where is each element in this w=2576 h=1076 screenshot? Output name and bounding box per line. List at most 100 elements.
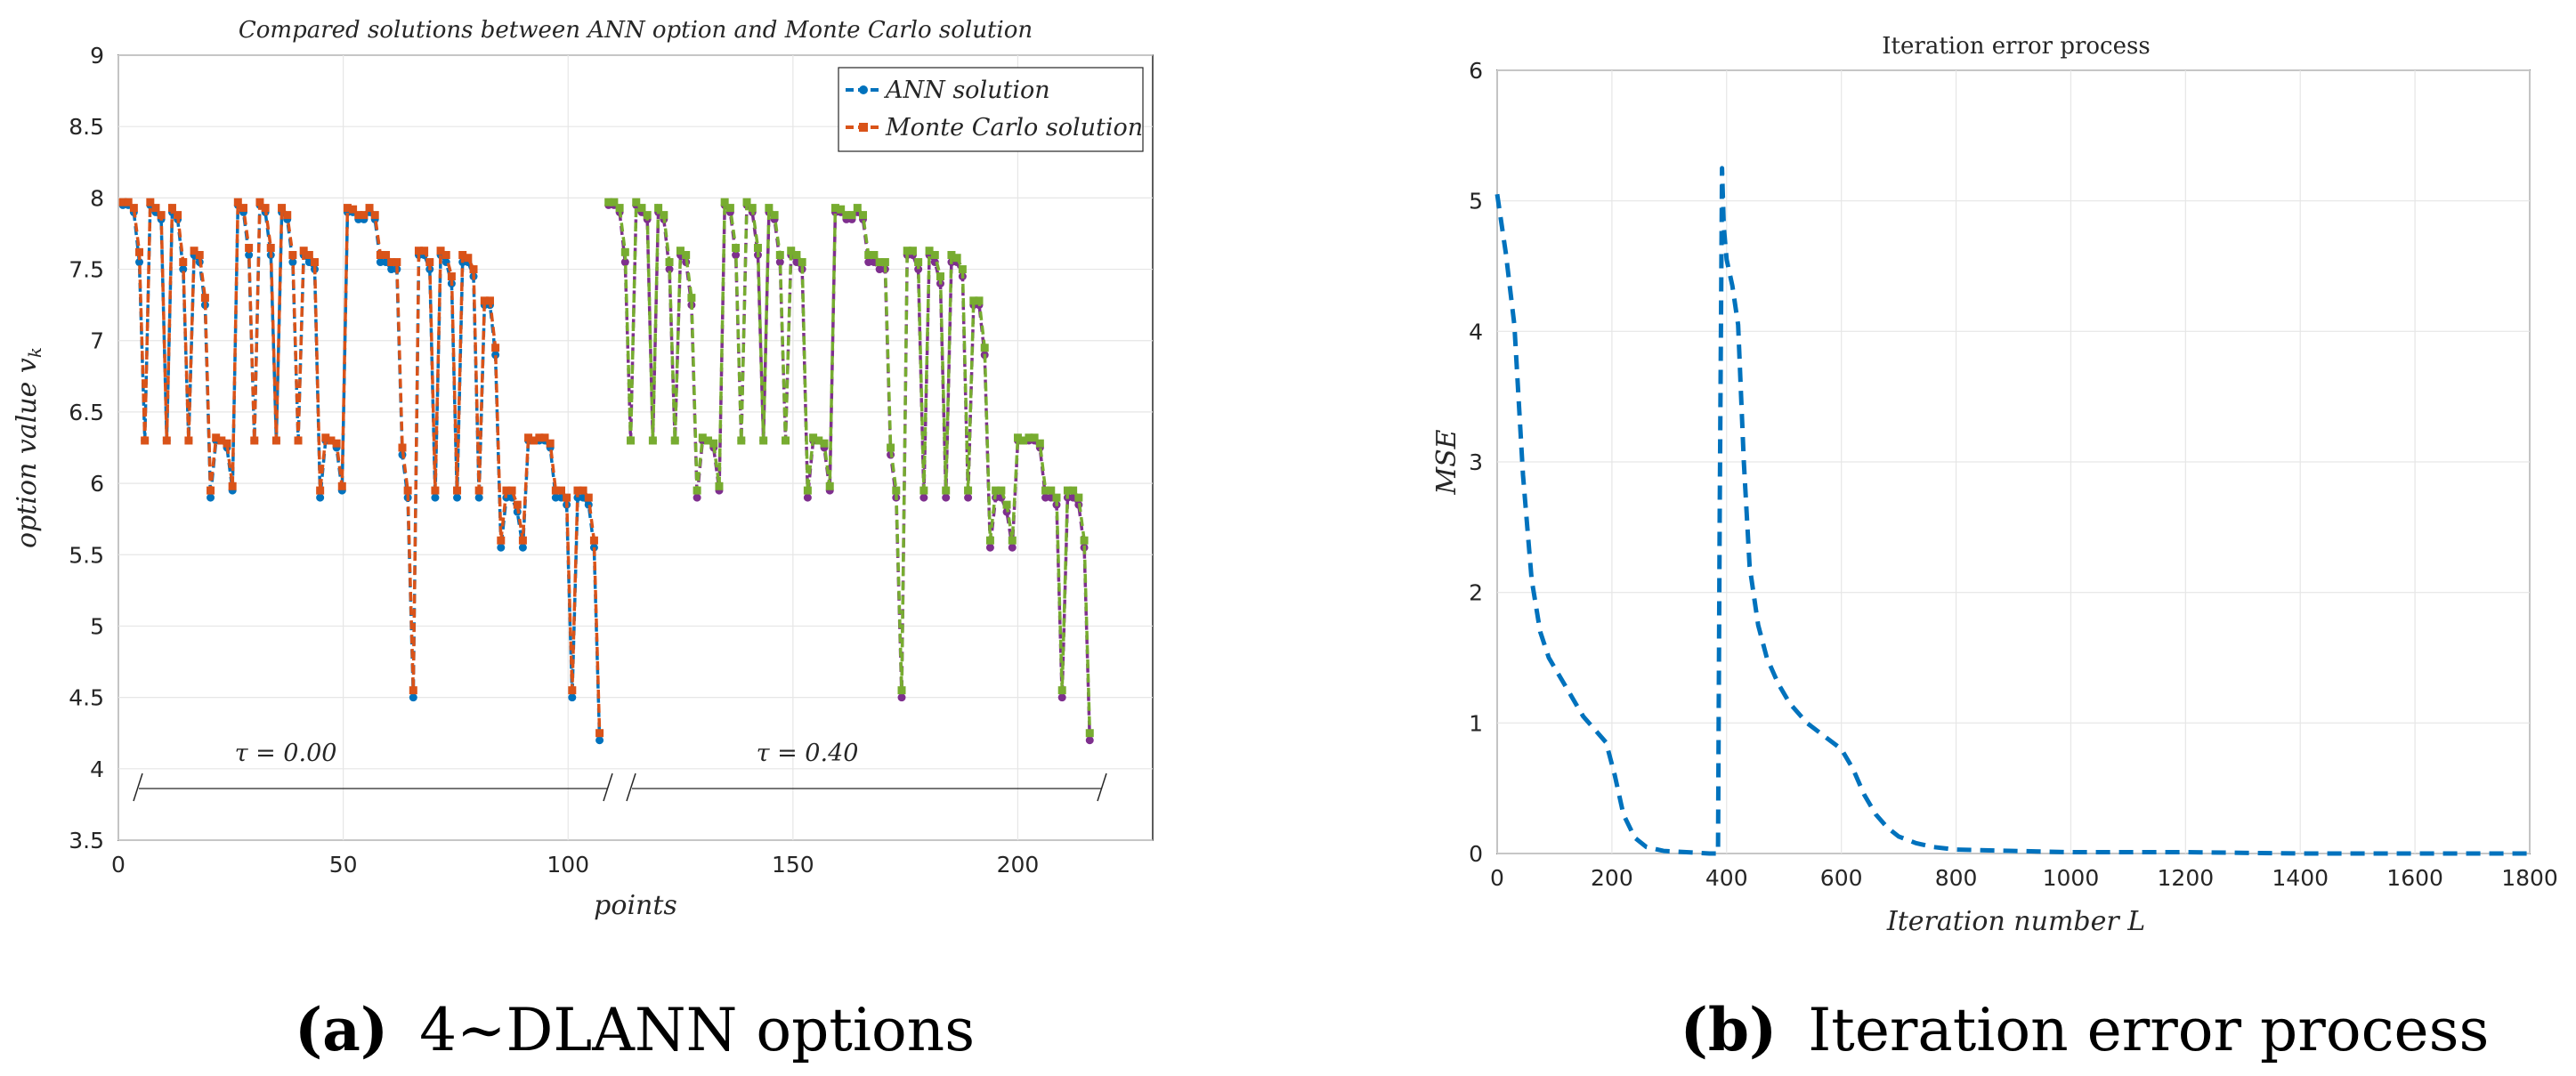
mc-point xyxy=(715,481,724,490)
mc-point xyxy=(316,486,325,495)
mc-point xyxy=(775,251,784,260)
x-tick-label: 0 xyxy=(1490,865,1504,891)
mc-point xyxy=(179,258,188,267)
y-tick-label: 6.5 xyxy=(69,400,104,425)
y-tick-label: 5.5 xyxy=(69,542,104,568)
mc-point xyxy=(753,243,762,252)
mc-point xyxy=(370,211,379,220)
caption-b-text: Iteration error process xyxy=(1808,996,2489,1064)
mc-point xyxy=(997,486,1006,495)
legend-ann-marker xyxy=(859,85,868,94)
mc-point xyxy=(398,443,407,452)
mc-point xyxy=(887,443,895,452)
ann-point xyxy=(864,258,873,267)
mc-point xyxy=(118,198,127,206)
mc-point xyxy=(892,486,901,495)
mse-line xyxy=(1495,166,2530,856)
mc-point xyxy=(985,536,994,545)
y-tick-label: 8.5 xyxy=(69,114,104,140)
mc-point xyxy=(637,204,646,213)
mc-point xyxy=(770,211,779,220)
mc-point xyxy=(809,433,818,442)
ann-point xyxy=(551,493,560,502)
mc-point xyxy=(870,251,879,260)
ann-point xyxy=(135,258,144,267)
mc-point xyxy=(441,251,450,260)
x-tick-label: 1400 xyxy=(2272,865,2329,891)
ann-point xyxy=(665,265,674,274)
ann-point xyxy=(453,493,462,502)
mc-point xyxy=(321,433,330,442)
ann-point xyxy=(1008,543,1017,552)
mc-point xyxy=(530,436,539,445)
mc-point xyxy=(676,247,685,255)
ann-point xyxy=(919,493,928,502)
ann-point xyxy=(1041,493,1050,502)
y-tick-label: 1 xyxy=(1469,710,1483,736)
mc-point xyxy=(632,198,641,206)
ann-point xyxy=(207,493,215,502)
chart-a-xlabel: points xyxy=(594,890,677,921)
chart-a-axes-box xyxy=(117,54,1154,841)
mc-point xyxy=(737,436,746,445)
svg-text:(b) Iteration error proc: (b) Iteration error process xyxy=(1681,995,2490,1064)
mc-point xyxy=(919,486,928,495)
mc-point xyxy=(1019,436,1028,445)
ann-point xyxy=(1085,736,1094,745)
mc-point xyxy=(765,204,774,213)
mc-point xyxy=(742,198,751,206)
mc-point xyxy=(299,247,308,255)
mc-point xyxy=(952,254,961,263)
mc-point xyxy=(875,258,884,267)
chart-a-title: Compared solutions between ANN option an… xyxy=(239,17,1033,44)
ann-point xyxy=(803,493,812,502)
mc-point xyxy=(304,251,313,260)
mc-point xyxy=(853,204,862,213)
mc-point xyxy=(376,251,385,260)
ann-point xyxy=(474,493,483,502)
mc-point xyxy=(798,258,806,267)
mc-point xyxy=(217,436,226,445)
chart-b-series xyxy=(1495,166,2530,856)
mc-point xyxy=(975,296,984,305)
chart-a-legend: ANN solution Monte Carlo solution xyxy=(838,67,1144,152)
mc-point xyxy=(146,198,155,206)
mc-point xyxy=(589,536,598,545)
ann-point xyxy=(568,693,577,702)
mc-point xyxy=(936,272,945,281)
mc-point xyxy=(604,198,613,206)
mc-point xyxy=(964,486,973,495)
mc-point xyxy=(682,251,691,260)
mc-point xyxy=(485,296,494,305)
mc-point xyxy=(420,247,429,255)
x-tick-label: 200 xyxy=(997,852,1040,878)
mc-point xyxy=(382,251,391,260)
mc-point xyxy=(535,433,544,442)
mc-point xyxy=(414,247,423,255)
mc-point xyxy=(294,436,303,445)
chart-b-ylabel: MSE xyxy=(1431,429,1462,495)
mc-point xyxy=(271,436,280,445)
mc-point xyxy=(474,486,483,495)
mc-point xyxy=(903,247,911,255)
y-tick-label: 5 xyxy=(90,613,104,639)
mc-point xyxy=(1002,500,1011,509)
y-tick-label: 9 xyxy=(90,43,104,69)
ann-point xyxy=(179,265,188,274)
mc-point xyxy=(502,486,511,495)
x-tick-label: 1200 xyxy=(2158,865,2215,891)
ann-point xyxy=(387,265,396,274)
mc-point xyxy=(595,729,604,738)
mc-point xyxy=(151,204,160,213)
x-tick-label: 1000 xyxy=(2043,865,2100,891)
ann-point xyxy=(497,543,506,552)
mc-point xyxy=(980,344,989,352)
mc-point xyxy=(1074,493,1083,502)
x-tick-label: 50 xyxy=(329,852,358,878)
y-tick-label: 4.5 xyxy=(69,685,104,711)
mc-point xyxy=(157,211,166,220)
mc-point xyxy=(842,211,851,220)
mc-point xyxy=(124,198,133,206)
x-tick-label: 1600 xyxy=(2386,865,2443,891)
mc-point xyxy=(620,247,629,256)
